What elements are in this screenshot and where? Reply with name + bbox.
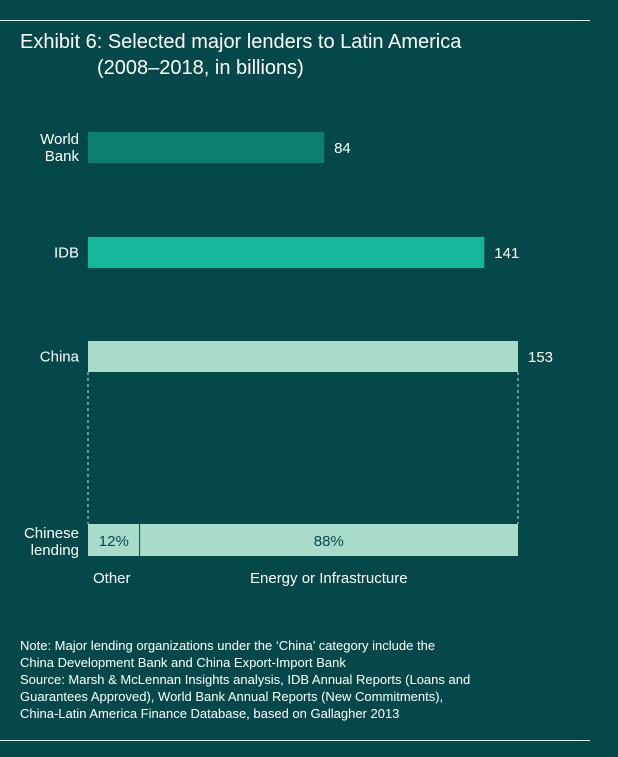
note-line: China Development Bank and China Export-… (20, 655, 346, 670)
bar-value-label: 153 (528, 349, 553, 366)
breakdown-segment-energy-or-infrastructure (139, 524, 518, 556)
note-line: Note: Major lending organizations under … (20, 638, 436, 653)
bar-idb (88, 237, 485, 268)
source-line: Source: Marsh & McLennan Insights analys… (20, 672, 471, 687)
category-label: Chinese (24, 525, 79, 542)
category-label: China (40, 349, 80, 366)
bar-china (88, 341, 518, 372)
bar-value-label: 84 (334, 140, 351, 157)
category-label: World (40, 131, 79, 148)
chart-subtitle: (2008–2018, in billions) (97, 57, 304, 79)
bar-value-label: 141 (494, 245, 519, 262)
breakdown-segment-other (88, 524, 140, 556)
source-line: China-Latin America Finance Database, ba… (20, 706, 400, 721)
category-label: IDB (54, 245, 79, 262)
breakdown-segment-name: Energy or Infrastructure (250, 570, 408, 587)
chart-title: Exhibit 6: Selected major lenders to Lat… (20, 31, 462, 53)
chart-notes: Note: Major lending organizations under … (20, 637, 580, 722)
bar-world-bank (88, 132, 325, 163)
category-label: Bank (45, 148, 80, 165)
top-rule (0, 20, 590, 21)
source-line: Guarantees Approved), World Bank Annual … (20, 689, 444, 704)
bottom-rule (0, 740, 590, 741)
category-label: lending (31, 542, 79, 559)
breakdown-percent-label: 12% (99, 533, 129, 550)
breakdown-percent-label: 88% (314, 533, 344, 550)
breakdown-segment-name: Other (93, 570, 131, 587)
